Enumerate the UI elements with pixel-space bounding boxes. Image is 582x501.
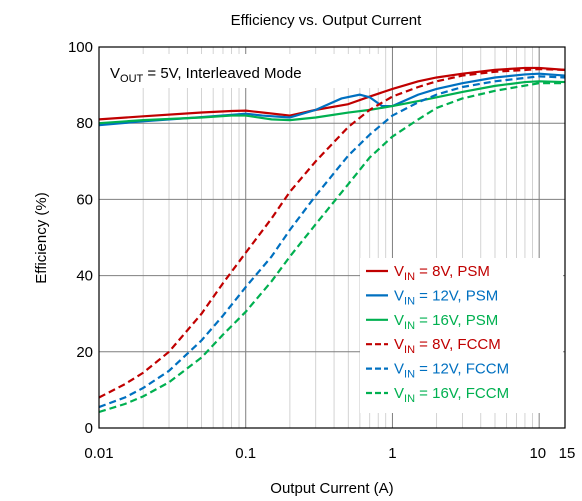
legend-label-5: VIN = 16V, FCCM [394, 385, 509, 405]
x-tick-label: 15 [559, 445, 576, 462]
series-line-2 [98, 80, 566, 125]
x-tick-labels: 0.01 0.1 1 10 15 [84, 445, 575, 462]
series-line-0 [98, 66, 566, 121]
legend-label-1: VIN = 12V, PSM [394, 287, 498, 307]
series-layer [98, 66, 566, 414]
x-tick-label: 1 [388, 445, 396, 462]
legend-label-3: VIN = 8V, FCCM [394, 336, 501, 356]
annotation-sub: OUT [120, 73, 144, 85]
legend-label-2: VIN = 16V, PSM [394, 312, 498, 332]
series-line-3 [98, 68, 566, 399]
y-tick-label: 100 [68, 39, 93, 56]
x-tick-label: 0.1 [235, 445, 256, 462]
annotation-text: VOUT = 5V, Interleaved Mode [110, 65, 302, 85]
y-tick-labels: 0 20 40 60 80 100 [68, 39, 93, 437]
y-tick-label: 0 [85, 420, 93, 437]
y-tick-label: 60 [76, 191, 93, 208]
y-tick-label: 20 [76, 344, 93, 361]
legend-label-0: VIN = 8V, PSM [394, 263, 490, 283]
y-tick-label: 40 [76, 268, 93, 285]
legend-background [360, 258, 563, 413]
legend: VIN = 8V, PSM VIN = 12V, PSM VIN = 16V, PS… [360, 258, 563, 413]
x-tick-label: 0.01 [84, 445, 113, 462]
series-line-4 [98, 75, 566, 409]
chart-title: Efficiency vs. Output Current [231, 12, 422, 29]
y-axis-label: Efficiency (%) [33, 192, 50, 283]
y-tick-label: 80 [76, 115, 93, 132]
annotation-box: VOUT = 5V, Interleaved Mode [104, 54, 383, 88]
x-axis-label: Output Current (A) [270, 480, 393, 497]
annotation-rest: = 5V, Interleaved Mode [143, 65, 301, 82]
x-tick-label: 10 [529, 445, 546, 462]
annotation-main: V [110, 65, 120, 82]
series-line-5 [98, 82, 565, 414]
legend-label-4: VIN = 12V, FCCM [394, 361, 509, 381]
plot-frame [98, 46, 566, 429]
